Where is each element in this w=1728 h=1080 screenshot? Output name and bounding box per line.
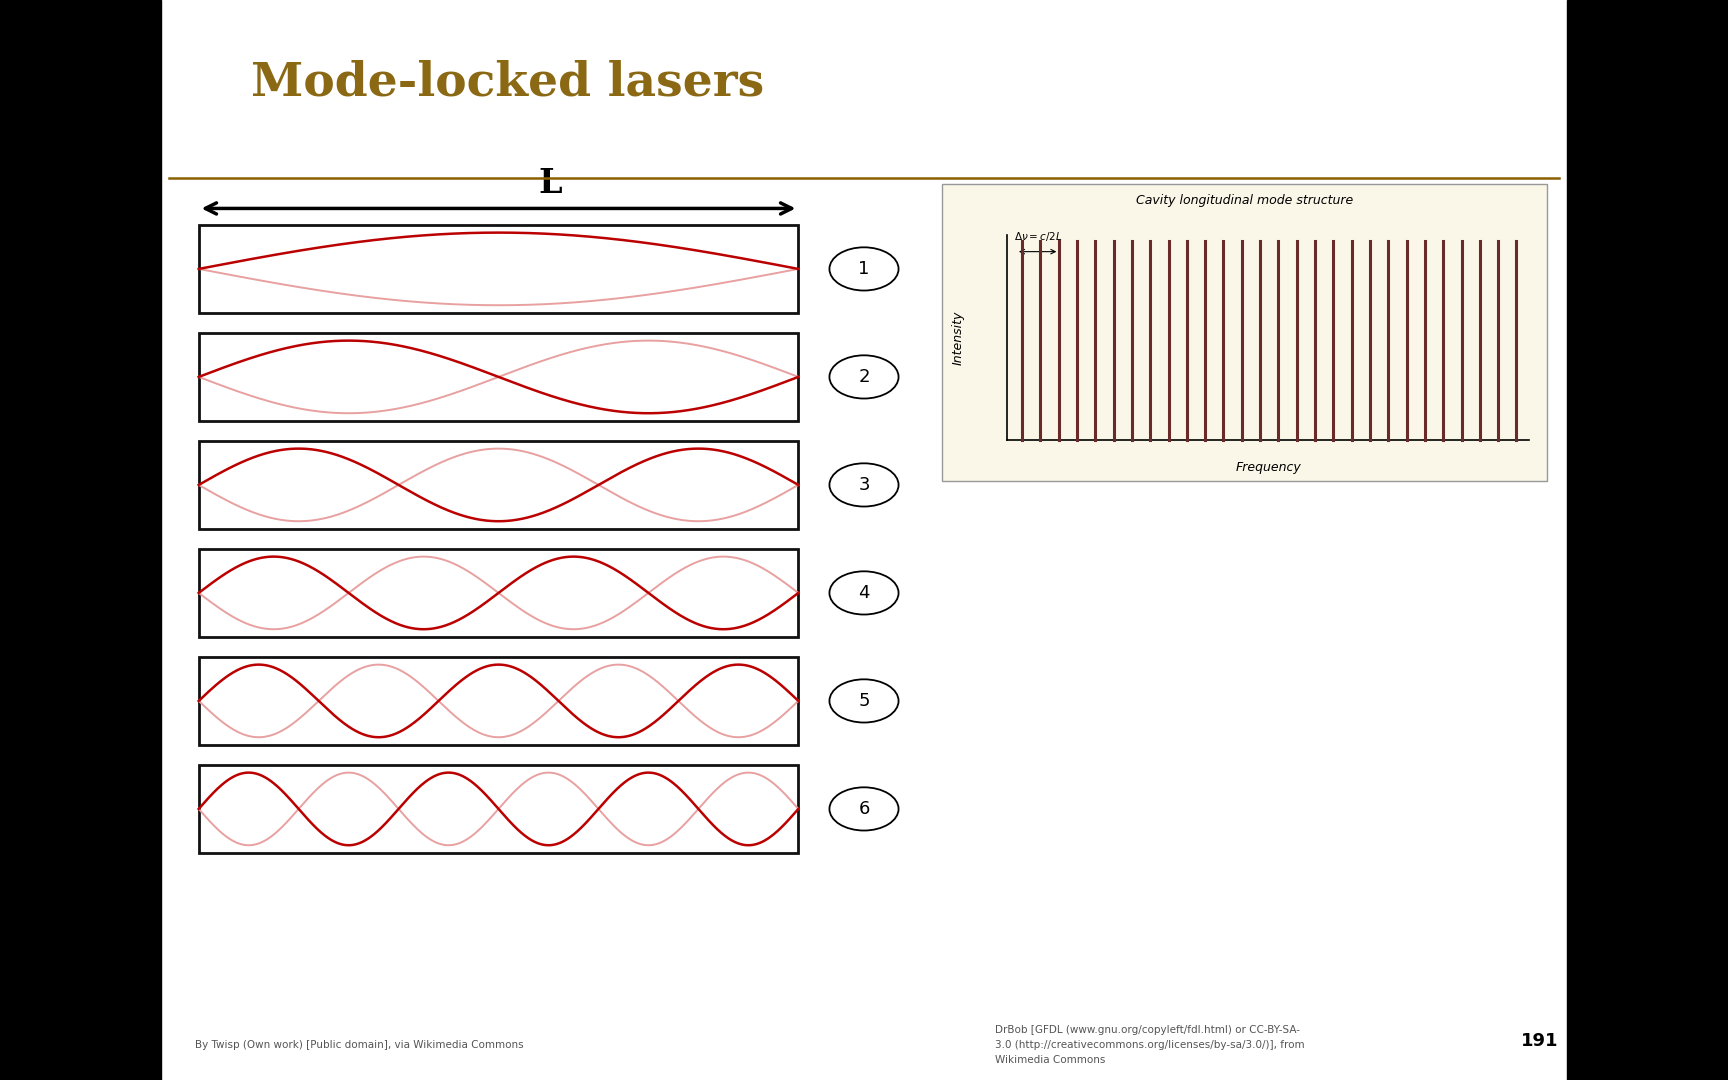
Text: 6: 6 <box>859 800 869 818</box>
Bar <box>1567 0 1728 1080</box>
Bar <box>199 333 798 421</box>
Text: $\Delta\nu = c/2L$: $\Delta\nu = c/2L$ <box>1014 230 1061 243</box>
Text: DrBob [GFDL (www.gnu.org/copyleft/fdl.html) or CC-BY-SA-: DrBob [GFDL (www.gnu.org/copyleft/fdl.ht… <box>995 1025 1301 1035</box>
Circle shape <box>829 787 899 831</box>
Text: L: L <box>539 166 562 200</box>
Text: 3.0 (http://creativecommons.org/licenses/by-sa/3.0/)], from: 3.0 (http://creativecommons.org/licenses… <box>995 1040 1305 1050</box>
Text: Intensity: Intensity <box>952 310 966 365</box>
Circle shape <box>829 679 899 723</box>
Bar <box>199 549 798 637</box>
Bar <box>199 441 798 529</box>
Circle shape <box>829 571 899 615</box>
Text: 4: 4 <box>859 584 869 602</box>
Text: Mode-locked lasers: Mode-locked lasers <box>251 59 764 106</box>
Bar <box>0 0 161 1080</box>
Text: 191: 191 <box>1521 1031 1559 1050</box>
Text: By Twisp (Own work) [Public domain], via Wikimedia Commons: By Twisp (Own work) [Public domain], via… <box>195 1040 524 1050</box>
Text: 1: 1 <box>859 260 869 278</box>
Text: Frequency: Frequency <box>1236 461 1301 474</box>
Circle shape <box>829 247 899 291</box>
Bar <box>942 184 1547 481</box>
Circle shape <box>829 355 899 399</box>
Bar <box>199 657 798 745</box>
Bar <box>199 765 798 853</box>
Circle shape <box>829 463 899 507</box>
Text: Wikimedia Commons: Wikimedia Commons <box>995 1055 1106 1065</box>
Text: 2: 2 <box>859 368 869 386</box>
Text: Cavity longitudinal mode structure: Cavity longitudinal mode structure <box>1135 194 1353 207</box>
Text: 3: 3 <box>859 476 869 494</box>
Bar <box>199 225 798 313</box>
Text: 5: 5 <box>859 692 869 710</box>
